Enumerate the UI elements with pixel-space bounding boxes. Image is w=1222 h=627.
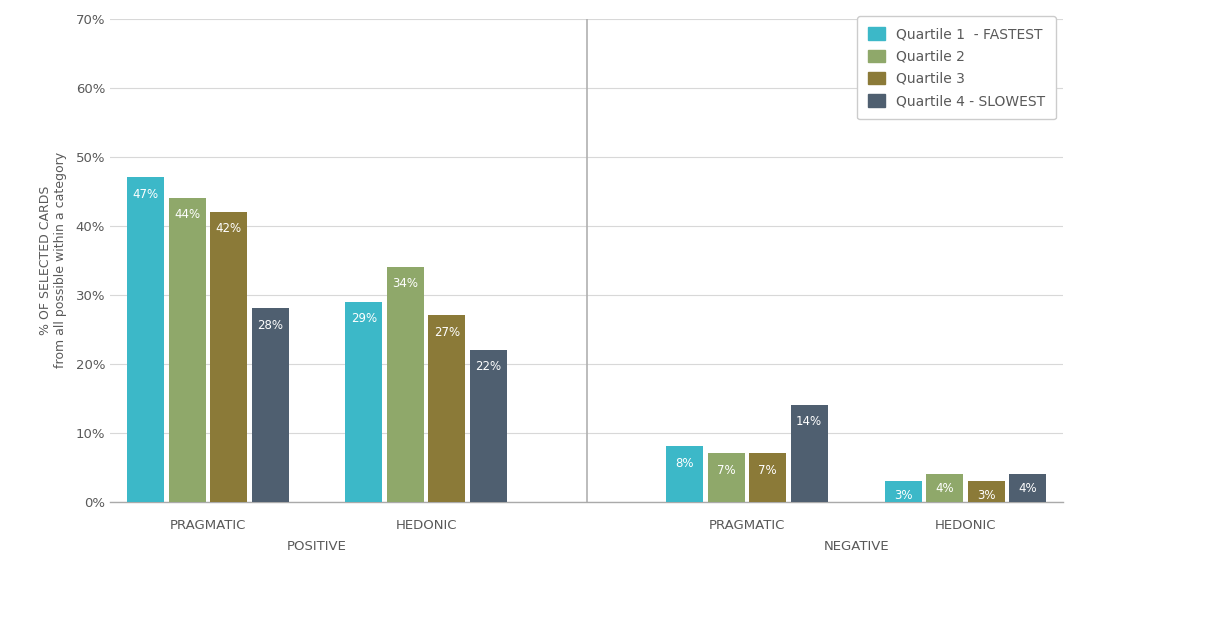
- Bar: [210, 212, 247, 502]
- Bar: [387, 267, 424, 502]
- Y-axis label: % OF SELECTED CARDS
from all possible within a category: % OF SELECTED CARDS from all possible wi…: [39, 152, 67, 368]
- Bar: [429, 315, 466, 502]
- Text: 42%: 42%: [215, 223, 242, 235]
- Text: 3%: 3%: [976, 489, 996, 502]
- Text: 7%: 7%: [759, 464, 777, 477]
- Bar: [885, 481, 921, 502]
- Bar: [749, 453, 786, 502]
- Text: NEGATIVE: NEGATIVE: [824, 539, 888, 552]
- Text: 3%: 3%: [893, 489, 913, 502]
- Text: 4%: 4%: [935, 482, 954, 495]
- Text: 4%: 4%: [1018, 482, 1037, 495]
- Legend: Quartile 1  - FASTEST, Quartile 2, Quartile 3, Quartile 4 - SLOWEST: Quartile 1 - FASTEST, Quartile 2, Quarti…: [857, 16, 1056, 119]
- Text: PRAGMATIC: PRAGMATIC: [709, 519, 785, 532]
- Bar: [926, 474, 963, 502]
- Bar: [666, 446, 703, 502]
- Text: 29%: 29%: [351, 312, 376, 325]
- Bar: [791, 405, 827, 502]
- Text: 28%: 28%: [257, 319, 284, 332]
- Text: 27%: 27%: [434, 326, 459, 339]
- Text: HEDONIC: HEDONIC: [396, 519, 457, 532]
- Text: 7%: 7%: [717, 464, 736, 477]
- Text: HEDONIC: HEDONIC: [935, 519, 996, 532]
- Text: 34%: 34%: [392, 278, 418, 290]
- Text: 22%: 22%: [475, 360, 501, 373]
- Text: 8%: 8%: [676, 456, 694, 470]
- Text: PRAGMATIC: PRAGMATIC: [170, 519, 246, 532]
- Bar: [127, 177, 164, 502]
- Bar: [968, 481, 1004, 502]
- Text: 47%: 47%: [132, 188, 159, 201]
- Bar: [252, 308, 288, 502]
- Bar: [346, 302, 382, 502]
- Bar: [470, 350, 507, 502]
- Text: 44%: 44%: [174, 209, 200, 221]
- Bar: [169, 198, 205, 502]
- Text: POSITIVE: POSITIVE: [287, 539, 347, 552]
- Text: 14%: 14%: [797, 416, 822, 428]
- Bar: [708, 453, 744, 502]
- Bar: [1009, 474, 1046, 502]
